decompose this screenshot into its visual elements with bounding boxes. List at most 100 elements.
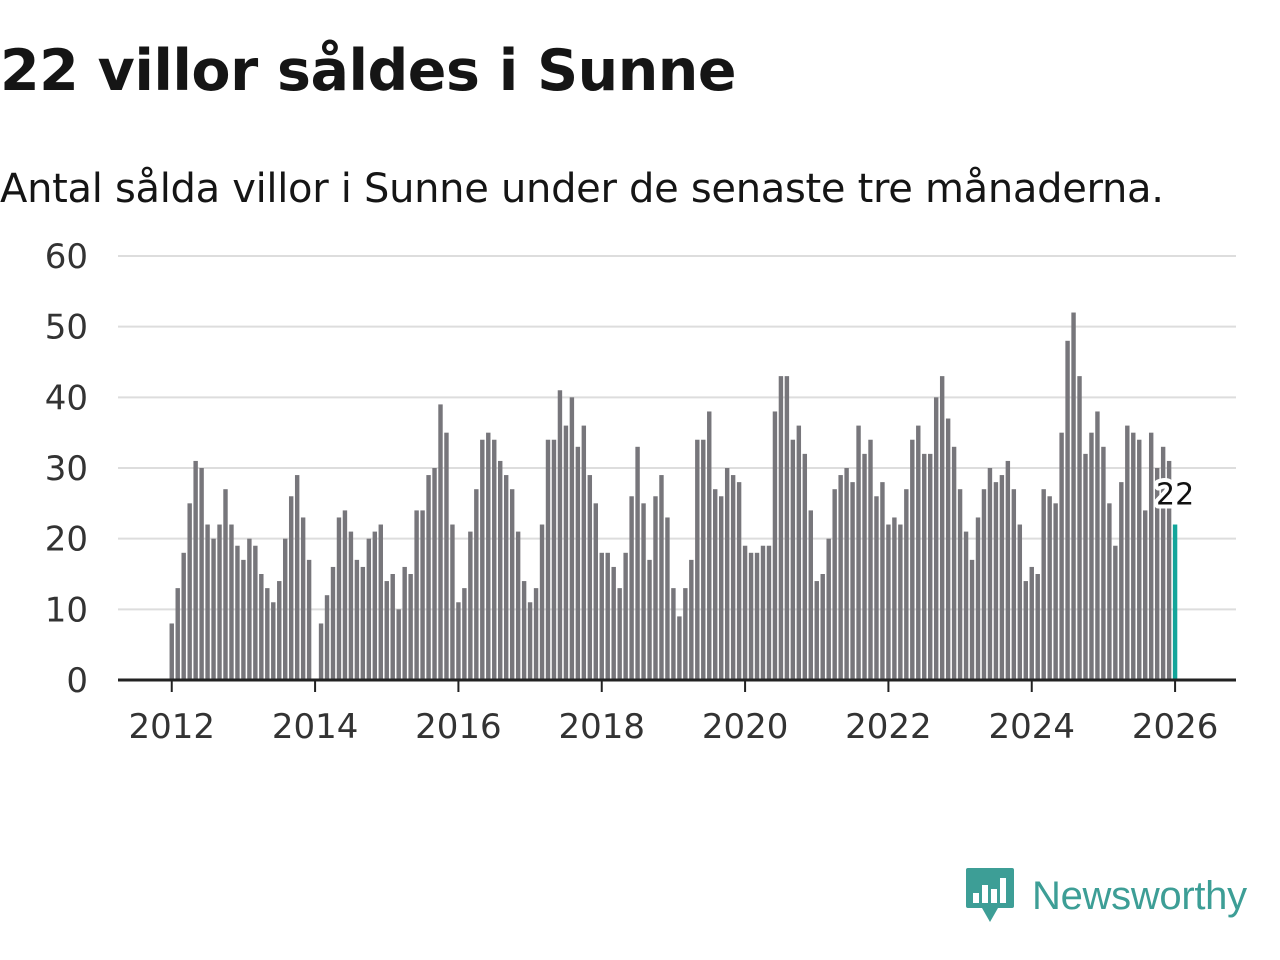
bar — [796, 425, 802, 680]
latest-value-label: 22 — [1156, 478, 1194, 513]
bar — [868, 439, 873, 680]
bar — [593, 503, 598, 680]
bar — [1071, 312, 1076, 680]
bar — [193, 460, 198, 680]
bar — [599, 552, 604, 680]
bar — [372, 531, 378, 680]
y-tick-label: 60 — [45, 237, 88, 277]
bar — [647, 559, 652, 680]
bar — [205, 524, 210, 680]
bars — [169, 312, 1178, 680]
bar — [1101, 446, 1106, 680]
annotations: 22 — [1152, 474, 1198, 517]
bar — [265, 588, 270, 680]
bar — [993, 482, 999, 680]
x-tick-label: 2012 — [128, 707, 215, 747]
y-tick-label: 50 — [45, 308, 88, 348]
bar — [1166, 460, 1172, 680]
bar — [951, 446, 957, 680]
bar — [181, 552, 186, 680]
bar — [462, 588, 467, 680]
bar — [778, 376, 784, 680]
axes — [118, 678, 1236, 692]
bar — [981, 489, 987, 680]
bar — [444, 432, 449, 680]
bar — [1089, 432, 1094, 680]
bar — [611, 566, 616, 680]
bar — [1095, 411, 1100, 680]
bar — [844, 468, 849, 680]
bar — [336, 517, 342, 680]
bar — [886, 524, 891, 680]
bar — [904, 489, 909, 680]
bar — [754, 552, 760, 680]
bar — [402, 566, 407, 680]
bar — [975, 517, 981, 680]
bar — [545, 439, 551, 680]
bar — [1059, 432, 1064, 680]
bar — [766, 545, 772, 680]
bar — [1017, 524, 1023, 680]
bar — [1077, 376, 1082, 680]
bar — [957, 489, 963, 680]
bar — [1035, 574, 1040, 680]
bar — [396, 609, 401, 680]
bar — [360, 566, 366, 680]
bar — [683, 588, 688, 680]
bar — [814, 581, 819, 680]
bar — [480, 439, 485, 680]
bar — [474, 489, 479, 680]
bar — [832, 489, 837, 680]
bar — [1011, 489, 1017, 680]
bar — [659, 475, 664, 680]
bar — [378, 524, 383, 680]
bar — [253, 545, 258, 680]
bar — [850, 482, 855, 680]
bar — [468, 531, 473, 680]
x-tick-label: 2014 — [272, 707, 359, 747]
bar — [414, 510, 419, 680]
bar — [1113, 545, 1118, 680]
bar — [742, 545, 748, 680]
bar — [916, 425, 921, 680]
bar — [342, 510, 348, 680]
bar — [874, 496, 879, 680]
bar — [211, 538, 216, 680]
bar — [1065, 340, 1070, 680]
bar — [283, 538, 288, 680]
newsworthy-bar-chart-icon — [966, 868, 1014, 922]
bar — [551, 439, 557, 680]
bar — [247, 538, 252, 680]
bar — [772, 411, 778, 680]
y-tick-label: 0 — [66, 661, 88, 701]
bar — [450, 524, 455, 680]
x-tick-label: 2026 — [1132, 707, 1219, 747]
bar — [1023, 581, 1028, 680]
x-tick-label: 2018 — [558, 707, 645, 747]
bar — [928, 453, 933, 680]
bar — [695, 439, 700, 680]
bar — [575, 446, 581, 680]
bar — [605, 552, 610, 680]
bar — [1154, 468, 1160, 680]
bar — [969, 559, 975, 680]
bar — [587, 475, 593, 680]
bar — [820, 574, 825, 680]
bar — [330, 566, 336, 680]
chart-title: 22 villor såldes i Sunne — [0, 38, 737, 104]
bar — [492, 439, 497, 680]
y-tick-label: 30 — [45, 449, 88, 489]
bar — [1148, 432, 1154, 680]
bar — [641, 503, 646, 680]
tick-labels: 0 10 20 30 40 50 60 2012 2014 2016 2018 2020 2022 202… — [45, 237, 1219, 747]
bar — [1053, 503, 1058, 680]
bar — [623, 552, 628, 680]
bar — [838, 475, 843, 680]
bar — [629, 496, 634, 680]
bar — [856, 425, 861, 680]
bar — [1107, 503, 1112, 680]
bar — [1083, 453, 1088, 680]
bar — [199, 468, 204, 680]
bar — [945, 418, 951, 680]
bar — [1125, 425, 1130, 680]
